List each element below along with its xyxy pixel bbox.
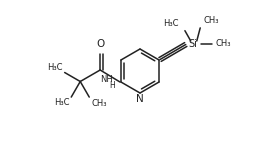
- Text: H: H: [110, 81, 115, 90]
- Text: Si: Si: [189, 39, 198, 49]
- Text: CH₃: CH₃: [91, 99, 107, 108]
- Text: CH₃: CH₃: [216, 39, 231, 49]
- Text: CH₃: CH₃: [203, 16, 219, 25]
- Text: H₃C: H₃C: [54, 98, 69, 107]
- Text: O: O: [96, 39, 104, 49]
- Text: H₃C: H₃C: [47, 63, 63, 71]
- Text: N: N: [136, 94, 144, 104]
- Text: NH: NH: [100, 76, 113, 85]
- Text: H₃C: H₃C: [163, 19, 179, 28]
